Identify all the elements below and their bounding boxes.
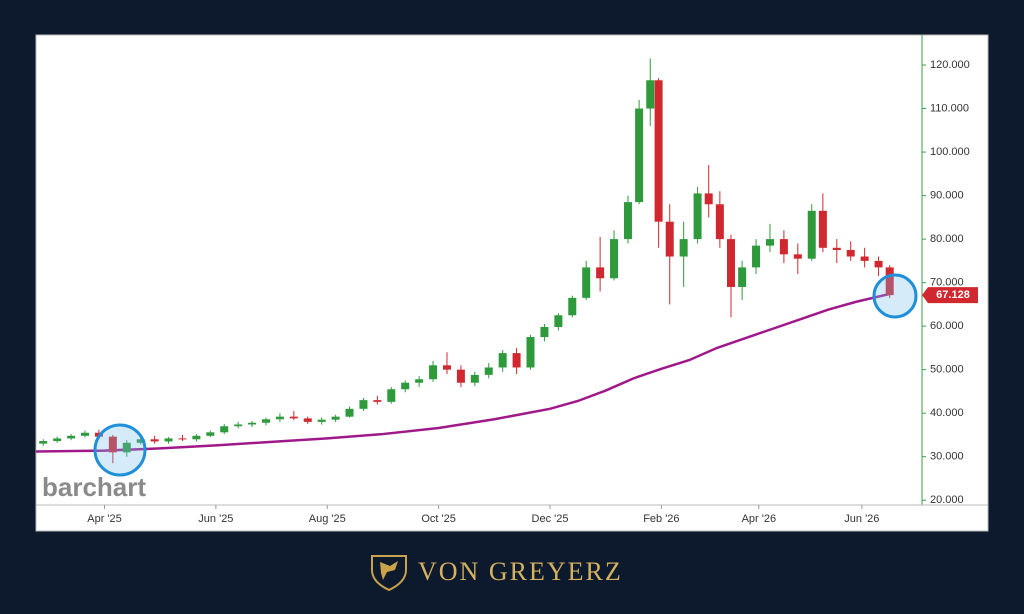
candle-body	[693, 193, 702, 240]
y-tick-label: 50.000	[930, 364, 964, 376]
candle-body	[415, 379, 424, 383]
candle-body	[596, 267, 605, 279]
logo-shield	[371, 555, 407, 592]
y-tick-label: 80.000	[930, 233, 964, 245]
candle-body	[67, 435, 76, 439]
candle-body	[234, 424, 243, 427]
candle-body	[275, 416, 284, 420]
candle-body	[470, 374, 479, 383]
candle-body	[568, 297, 577, 316]
candle-body	[289, 416, 298, 419]
candle-body	[715, 204, 724, 240]
x-tick-label: Dec '25	[532, 513, 569, 525]
candle-body	[359, 400, 368, 409]
watermark: barchart	[42, 472, 146, 502]
y-tick-label: 100.000	[930, 146, 970, 158]
candle-body	[498, 353, 507, 368]
y-tick-label: 120.000	[930, 59, 970, 71]
y-tick-label: 90.000	[930, 189, 964, 201]
candle-body	[807, 210, 816, 259]
candle-body	[540, 327, 549, 338]
candle-body	[331, 416, 340, 420]
candle-body	[874, 260, 883, 268]
candle-body	[108, 436, 117, 453]
candle-body	[846, 249, 855, 257]
candle-body	[654, 80, 663, 222]
candle-body	[582, 267, 591, 298]
candle-body	[832, 247, 841, 250]
candle-body	[635, 108, 644, 203]
x-tick-label: Jun '25	[198, 513, 233, 525]
candle-body	[401, 382, 410, 390]
candle-body	[818, 210, 827, 248]
candle-body	[779, 239, 788, 255]
y-tick-label: 60.000	[930, 320, 964, 332]
candle-body	[261, 419, 270, 423]
candle-body	[248, 422, 257, 425]
brand: VON GREYERZ	[418, 557, 623, 586]
candle-body	[885, 267, 894, 296]
price-tag	[922, 287, 978, 304]
moving-average	[35, 292, 890, 453]
candle-body	[150, 439, 159, 442]
chart-panel	[35, 34, 989, 532]
candle-body	[442, 365, 451, 370]
x-tick-label: Apr '26	[742, 513, 777, 525]
candle-body	[192, 435, 201, 440]
y-tick-label: 40.000	[930, 407, 964, 419]
y-tick-label: 20.000	[930, 494, 964, 506]
x-tick-label: Oct '25	[421, 513, 456, 525]
candle-body	[178, 438, 187, 440]
candle-body	[704, 193, 713, 205]
highlight-circle	[93, 423, 147, 477]
candle-body	[164, 438, 173, 442]
candle-body	[81, 432, 90, 436]
candle-body	[554, 315, 563, 328]
candle-body	[738, 267, 747, 287]
candle-body	[373, 400, 382, 402]
candle-body	[206, 432, 215, 436]
candle-body	[303, 418, 312, 422]
logo	[371, 555, 407, 592]
y-tick-label: 30.000	[930, 451, 964, 463]
candle-body	[610, 239, 619, 279]
candle-body	[39, 441, 48, 444]
candle-body	[136, 439, 145, 443]
plot: 20.000 30.000 40.000 50.000 60.000 70.000 80.0…	[35, 58, 970, 525]
y-tick-label: 70.000	[930, 277, 964, 289]
candle-body	[679, 239, 688, 257]
candle-body	[456, 369, 465, 383]
candle-body	[53, 438, 62, 442]
candle-body	[484, 367, 493, 375]
candle-body	[793, 254, 802, 259]
price-tag-label: 67.128	[936, 289, 970, 301]
candle-body	[726, 239, 735, 287]
y-tick-label: 110.000	[930, 102, 969, 114]
candle-body	[526, 337, 535, 368]
candle-body	[512, 353, 521, 368]
candle-body	[345, 408, 354, 417]
candle-body	[387, 389, 396, 402]
candle-body	[429, 365, 438, 380]
candle-body	[646, 80, 655, 109]
candle-body	[623, 202, 632, 240]
candle-body	[220, 426, 229, 433]
candle-body	[765, 239, 774, 246]
candle-body	[860, 256, 869, 261]
x-tick-label: Apr '25	[87, 513, 122, 525]
candle-body	[752, 245, 761, 268]
x-tick-label: Feb '26	[643, 513, 679, 525]
highlight-circle	[872, 273, 918, 319]
candle-body	[665, 221, 674, 257]
x-tick-label: Aug '25	[309, 513, 346, 525]
candle-body	[122, 442, 131, 453]
logo-griffin	[380, 561, 398, 580]
x-tick-label: Jun '26	[844, 513, 879, 525]
candle-body	[317, 419, 326, 422]
